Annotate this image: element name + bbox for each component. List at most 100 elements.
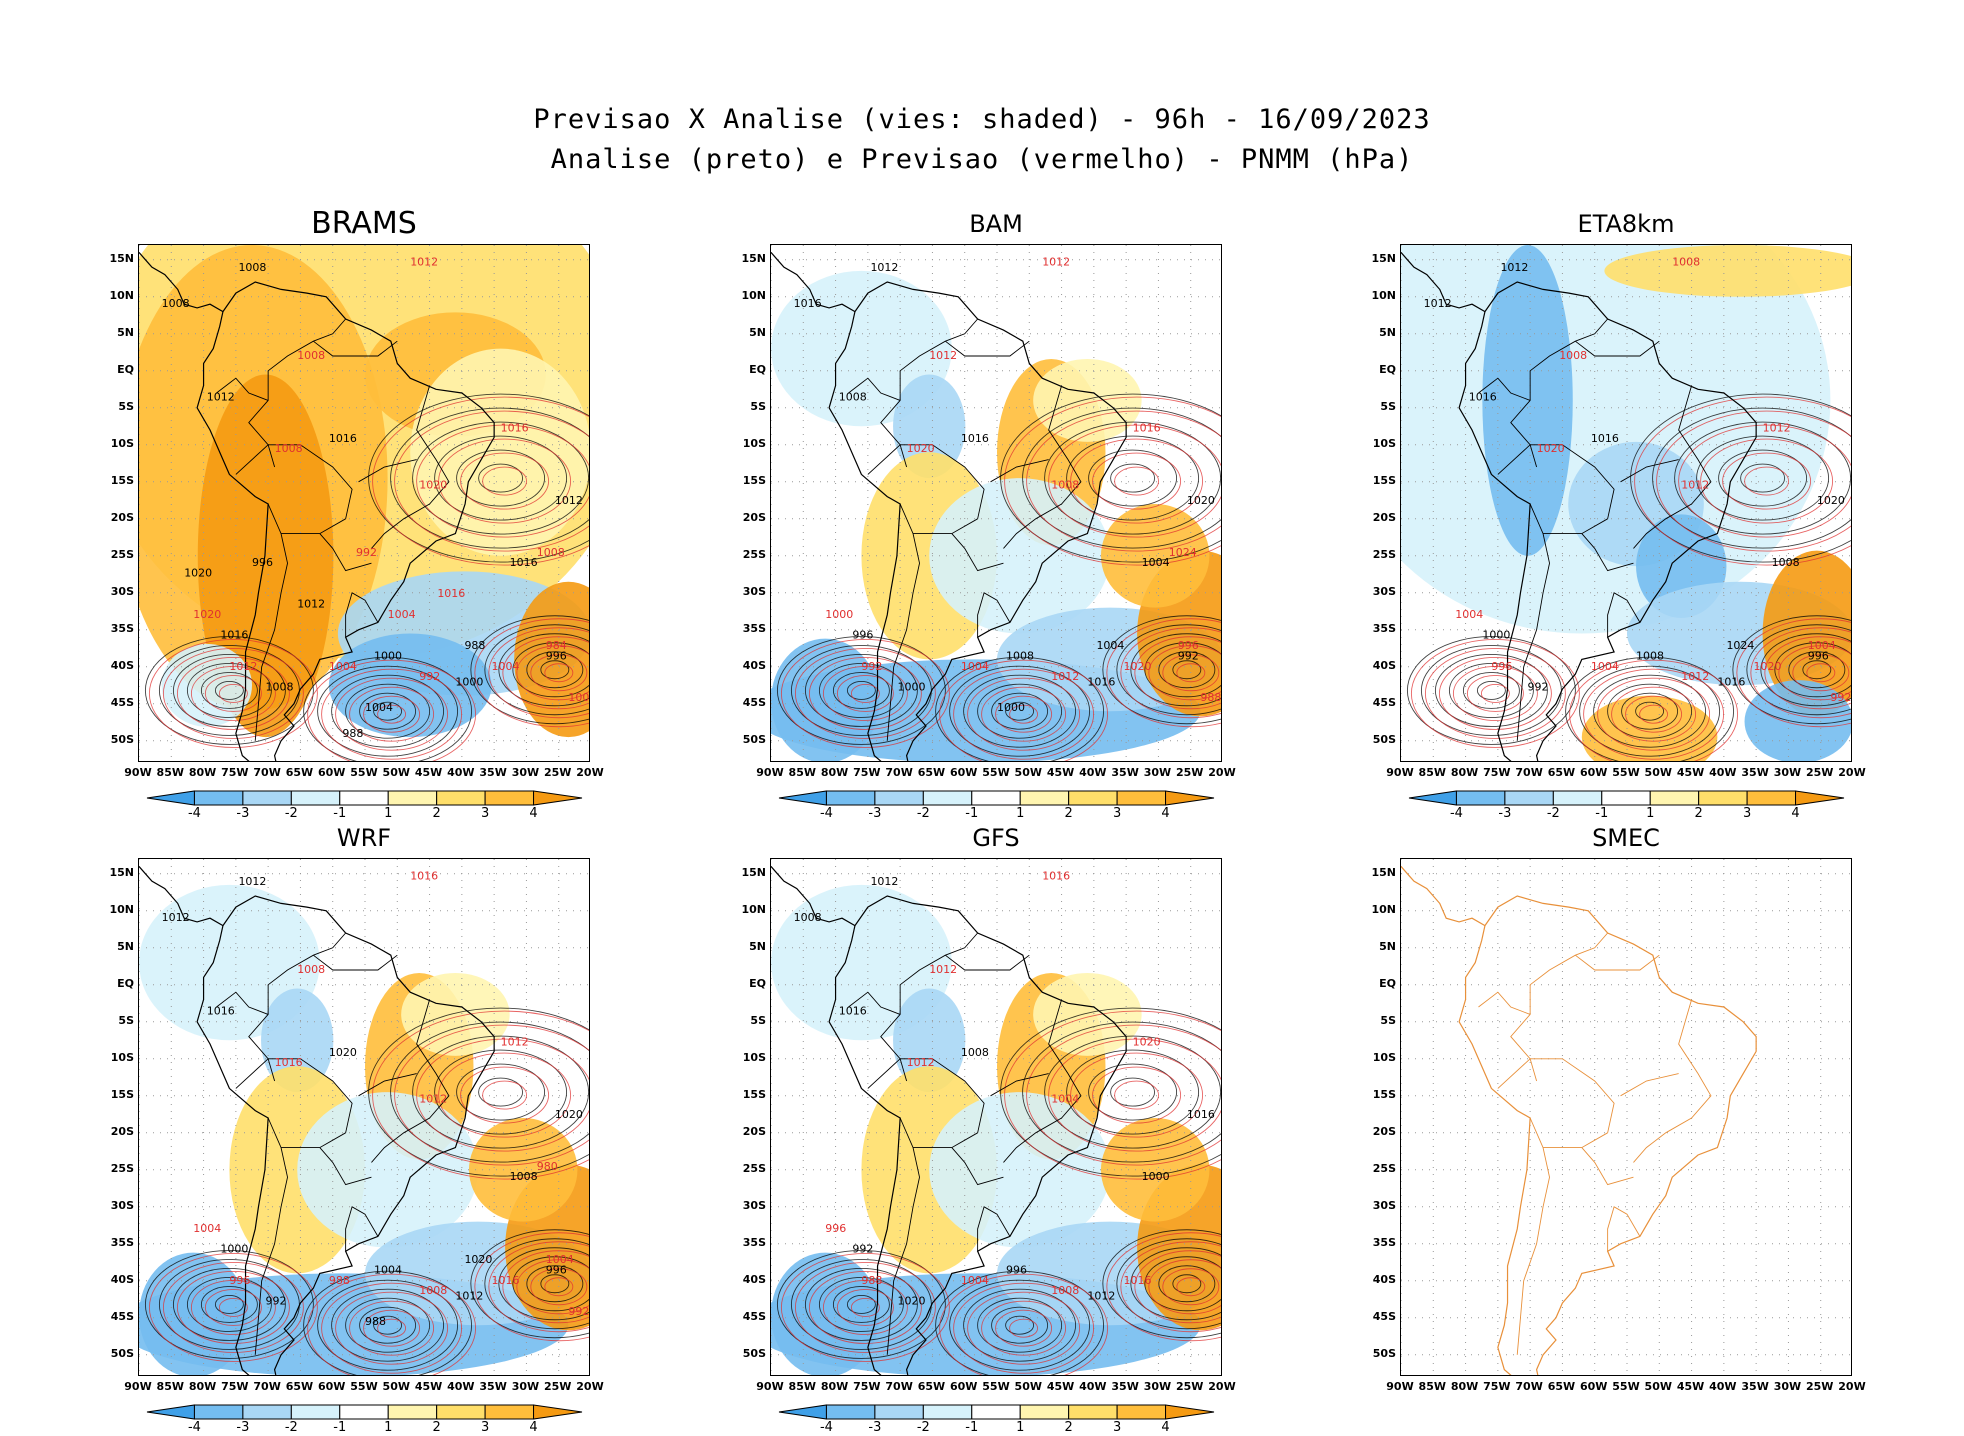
- country-border: [1497, 443, 1538, 475]
- country-border: [1575, 340, 1660, 357]
- contour-label: 992: [1830, 691, 1851, 704]
- y-tick-label: 10N: [741, 902, 766, 916]
- bias-region: [401, 972, 510, 1056]
- contour-label: 1004: [329, 660, 357, 673]
- colorbar-segment: [1068, 790, 1118, 806]
- contour-label: 1012: [1087, 1289, 1115, 1302]
- y-tick-label: 5S: [750, 399, 766, 413]
- x-tick-label: 70W: [1515, 1380, 1543, 1393]
- contour-label: 1000: [1482, 629, 1510, 642]
- y-tick-label: 5N: [749, 325, 766, 339]
- contour-label: 1008: [1772, 556, 1800, 569]
- colorbar-label: 3: [480, 1420, 490, 1435]
- colorbar-segment: [290, 1404, 341, 1420]
- y-tick-label: 50S: [742, 1346, 766, 1360]
- x-tick-label: 65W: [285, 1380, 314, 1393]
- bias-shading: [1401, 245, 1851, 761]
- y-tick-label: 15S: [1372, 1087, 1396, 1101]
- colorbar-segment: [1746, 790, 1797, 806]
- y-tick-label: 5S: [1380, 1013, 1396, 1027]
- x-tick-label: 60W: [949, 766, 978, 779]
- x-tick-label: 25W: [1175, 766, 1204, 779]
- contour-label: 992: [568, 1305, 589, 1318]
- x-tick-label: 65W: [917, 766, 946, 779]
- contour-label: 1016: [220, 629, 248, 642]
- y-tick-label: 5N: [1379, 939, 1396, 953]
- colorbar-segment: [874, 790, 924, 806]
- x-tick-label: 30W: [1143, 1380, 1172, 1393]
- contour-label: 996: [825, 1222, 846, 1235]
- country-border: [1516, 503, 1550, 741]
- x-tick-label: 45W: [414, 766, 443, 779]
- colorbar-label: -3: [868, 1420, 882, 1435]
- colorbar: [1408, 790, 1845, 806]
- panel-title-smec: SMEC: [1592, 824, 1660, 852]
- colorbar-segment: [1019, 790, 1070, 806]
- country-border: [358, 1073, 417, 1097]
- colorbar-segment: [971, 790, 1021, 806]
- map-svg: 1008 101210081008101210161012100810161020…: [139, 245, 589, 761]
- contour-label: 1008: [297, 963, 325, 976]
- bias-region: [161, 643, 252, 727]
- y-tick-label: 35S: [1372, 621, 1396, 635]
- colorbar-segment: [533, 790, 583, 806]
- x-tick-label: 25W: [543, 1380, 572, 1393]
- x-tick-label: 85W: [788, 1380, 816, 1393]
- country-border: [880, 932, 985, 1133]
- colorbar-label: -2: [916, 806, 930, 821]
- contour-label: 1000: [898, 680, 926, 693]
- contour-label: 992: [356, 546, 377, 559]
- y-tick-label: 5S: [118, 399, 134, 413]
- contour-label: 1008: [961, 1046, 989, 1059]
- south-america-coastline: [828, 281, 1127, 761]
- x-tick-label: 90W: [124, 766, 152, 779]
- x-tick-label: 20W: [576, 1380, 604, 1393]
- central-america-coastline: [1401, 252, 1486, 313]
- y-tick-label: 25S: [110, 1161, 134, 1175]
- contour-label: 992: [419, 670, 440, 683]
- contour-label: 1012: [1042, 256, 1070, 269]
- contour-label: 980: [537, 1160, 558, 1173]
- colorbar-segment: [1116, 1404, 1167, 1420]
- x-tick-label: 50W: [1014, 766, 1042, 779]
- y-tick-label: 15N: [109, 251, 134, 265]
- contour-label: 1004: [374, 1263, 402, 1276]
- contour-label: 1016: [839, 1004, 867, 1017]
- colorbar-segment: [436, 1404, 486, 1420]
- contour-label: 1012: [1500, 261, 1528, 274]
- x-tick-label: 65W: [285, 766, 314, 779]
- panel-title-eta8km: ETA8km: [1577, 210, 1675, 238]
- south-america-coastline: [1458, 281, 1757, 761]
- central-america-coastline: [771, 866, 856, 927]
- colorbar-label: 3: [1742, 806, 1752, 821]
- contour-label: 1008: [419, 1284, 447, 1297]
- contour-label: 1008: [1672, 256, 1700, 269]
- colorbar-label: 1: [1646, 806, 1655, 821]
- y-tick-label: EQ: [749, 976, 766, 990]
- y-tick-label: 20S: [742, 510, 766, 524]
- x-tick-label: 85W: [156, 1380, 184, 1393]
- x-tick-label: 50W: [1644, 1380, 1672, 1393]
- colorbar-label: -1: [965, 1420, 979, 1435]
- x-tick-label: 20W: [1838, 1380, 1866, 1393]
- colorbar-label: -2: [916, 1420, 930, 1435]
- panel-title-bam: BAM: [969, 210, 1023, 238]
- colorbar-label: 4: [529, 806, 538, 821]
- x-tick-label: 85W: [788, 766, 816, 779]
- bias-region: [297, 1092, 478, 1248]
- x-tick-label: 40W: [447, 766, 475, 779]
- colorbar-segment: [922, 790, 973, 806]
- bias-region: [1100, 1118, 1210, 1222]
- y-tick-label: 30S: [110, 584, 134, 598]
- contour-label: 1012: [1424, 297, 1452, 310]
- contour-label: 1000: [825, 608, 853, 621]
- colorbar-segment: [387, 790, 438, 806]
- country-border: [371, 385, 450, 549]
- colorbar-label: 1: [384, 806, 393, 821]
- x-tick-label: 80W: [188, 1380, 217, 1393]
- y-tick-label: 30S: [1372, 584, 1396, 598]
- bias-region: [410, 348, 589, 556]
- country-border: [1516, 1117, 1550, 1355]
- contour-label: 1008: [1636, 649, 1664, 662]
- y-tick-label: 40S: [110, 1272, 134, 1286]
